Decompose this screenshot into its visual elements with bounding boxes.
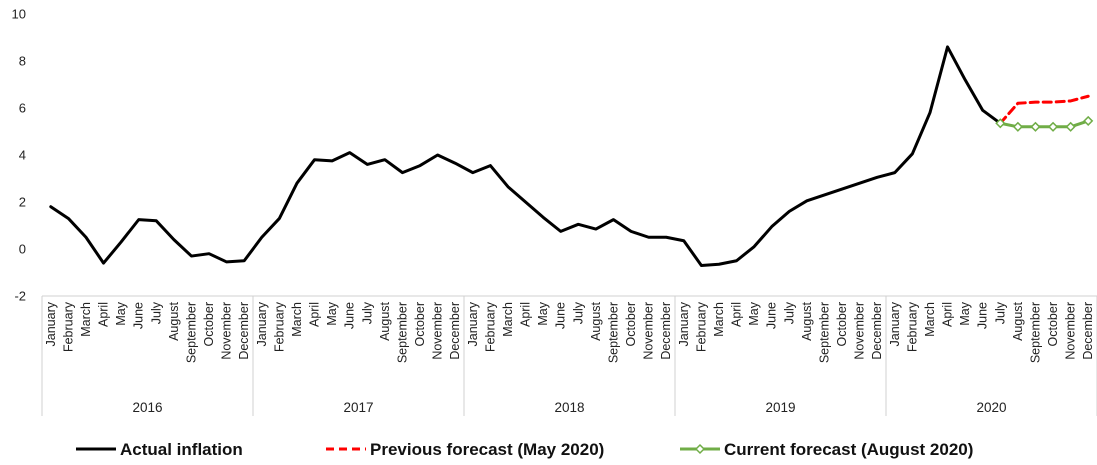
x-tick-label-month: July: [782, 301, 796, 324]
x-tick-label-year: 2018: [554, 400, 584, 415]
x-tick-label-month: August: [1011, 301, 1025, 340]
series-point-2: [1047, 121, 1059, 132]
x-tick-label-month: September: [606, 302, 620, 363]
series-point-2: [1012, 121, 1023, 132]
x-tick-label-month: August: [167, 301, 181, 340]
x-tick-label-month: March: [501, 302, 515, 337]
x-tick-label-month: April: [519, 302, 533, 327]
x-tick-label-month: March: [79, 302, 93, 337]
x-tick-label-month: October: [413, 302, 427, 346]
x-tick-label-month: March: [923, 302, 937, 337]
x-tick-label-month: October: [1046, 302, 1060, 346]
x-tick-label-year: 2017: [343, 400, 373, 415]
x-tick-label-month: March: [712, 302, 726, 337]
x-tick-label-month: November: [642, 302, 656, 360]
legend-label-2: Current forecast (August 2020): [724, 440, 973, 459]
x-tick-label-month: May: [536, 301, 550, 325]
series-point-2: [1030, 121, 1041, 132]
x-tick-label-month: May: [325, 301, 339, 325]
x-tick-label-month: April: [941, 302, 955, 327]
legend-label-1: Previous forecast (May 2020): [370, 440, 604, 459]
x-tick-label-month: June: [554, 302, 568, 329]
series-lines: [49, 45, 1094, 267]
x-tick-label-month: January: [466, 301, 480, 346]
x-tick-label-month: May: [958, 301, 972, 325]
x-tick-label-month: July: [571, 301, 585, 324]
y-tick-label: 6: [19, 101, 26, 116]
x-tick-label-month: August: [589, 301, 603, 340]
x-tick-label-month: April: [730, 302, 744, 327]
series-point-2: [1083, 115, 1094, 126]
x-tick-label-month: July: [149, 301, 163, 324]
x-tick-label-month: April: [97, 302, 111, 327]
x-tick-label-month: October: [202, 302, 216, 346]
x-tick-label-month: July: [993, 301, 1007, 324]
x-tick-label-year: 2020: [976, 400, 1006, 415]
x-tick-label-month: January: [888, 301, 902, 346]
x-axis: January February March April May June July Augu…: [41, 295, 1097, 416]
x-tick-label-month: November: [431, 302, 445, 360]
x-tick-label-year: 2016: [132, 400, 162, 415]
series-line-2: [998, 119, 1090, 129]
y-tick-label: 0: [19, 242, 26, 257]
x-tick-label-month: February: [61, 301, 75, 352]
x-tick-label-month: September: [1028, 302, 1042, 363]
x-tick-label-month: December: [448, 302, 462, 360]
x-tick-label-month: March: [290, 302, 304, 337]
y-tick-label: 8: [19, 54, 26, 69]
x-tick-label-month: December: [870, 302, 884, 360]
legend: Actual inflation Previous forecast (May 2…: [76, 440, 973, 459]
y-tick-label: 2: [19, 195, 26, 210]
x-tick-label-month: October: [624, 302, 638, 346]
x-tick-label-month: October: [835, 302, 849, 346]
series-point-2: [995, 118, 1006, 129]
x-tick-label-month: July: [360, 301, 374, 324]
x-tick-label-month: May: [114, 301, 128, 325]
x-tick-label-month: June: [132, 302, 146, 329]
y-tick-label: -2: [14, 289, 26, 304]
series-line-1: [998, 94, 1090, 125]
y-tick-label: 10: [12, 7, 26, 22]
x-tick-label-year: 2019: [765, 400, 795, 415]
x-tick-label-month: May: [747, 301, 761, 325]
series-point-2: [1065, 121, 1076, 132]
x-tick-label-month: February: [272, 301, 286, 352]
x-tick-label-month: December: [1081, 302, 1095, 360]
legend-marker-2: [694, 443, 706, 455]
x-tick-label-month: June: [976, 302, 990, 329]
x-tick-label-month: February: [905, 301, 919, 352]
x-tick-label-month: January: [255, 301, 269, 346]
y-tick-label: 4: [19, 148, 26, 163]
x-tick-label-month: November: [1064, 302, 1078, 360]
x-tick-label-month: April: [308, 302, 322, 327]
series-line-0: [49, 45, 1002, 267]
x-tick-label-month: November: [853, 302, 867, 360]
x-tick-label-month: September: [817, 302, 831, 363]
legend-label-0: Actual inflation: [120, 440, 243, 459]
x-tick-label-month: June: [343, 302, 357, 329]
x-tick-label-month: February: [694, 301, 708, 352]
x-tick-label-month: November: [220, 302, 234, 360]
x-tick-label-month: September: [395, 302, 409, 363]
x-tick-label-month: December: [659, 302, 673, 360]
x-tick-label-month: June: [765, 302, 779, 329]
x-tick-label-month: August: [800, 301, 814, 340]
y-axis: -2 0 2 4 6 8 10: [12, 7, 26, 304]
x-tick-label-month: September: [184, 302, 198, 363]
x-tick-label-month: February: [483, 301, 497, 352]
x-tick-label-month: August: [378, 301, 392, 340]
x-tick-label-month: December: [237, 302, 251, 360]
x-tick-label-month: January: [677, 301, 691, 346]
x-tick-label-month: January: [44, 301, 58, 346]
